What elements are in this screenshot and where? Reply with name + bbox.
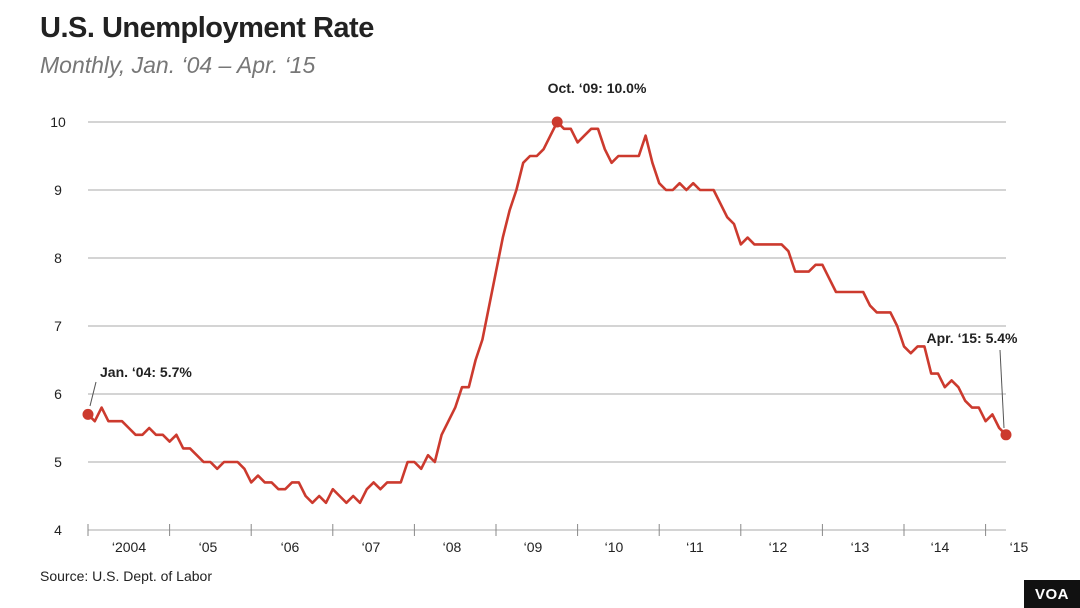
x-tick-label: ‘07 <box>362 539 381 555</box>
y-axis: 4 5 6 7 8 9 10 <box>50 114 66 538</box>
x-tick-label: ‘11 <box>686 539 704 555</box>
x-tick-label: ‘12 <box>769 539 788 555</box>
x-axis: ‘2004 ‘05 ‘06 ‘07 ‘08 ‘09 ‘10 ‘11 ‘12 ‘13 ‘14 ‘15 <box>87 524 1029 555</box>
annotation-leader <box>999 349 1005 429</box>
voa-logo: VOA <box>1024 580 1080 608</box>
series-line-group <box>86 120 1008 505</box>
annotation-label: Jan. ‘04: 5.7% <box>100 364 192 380</box>
x-tick-label: ‘09 <box>524 539 543 555</box>
y-tick-label: 7 <box>54 318 62 334</box>
y-tick-label: 8 <box>54 250 62 266</box>
x-tick-label: ‘08 <box>443 539 462 555</box>
x-tick-label: ‘13 <box>851 539 870 555</box>
source-note: Source: U.S. Dept. of Labor <box>40 568 212 584</box>
y-tick-label: 6 <box>54 386 62 402</box>
annotation-label: Apr. ‘15: 5.4% <box>926 330 1018 346</box>
annotation-marker <box>1000 429 1012 441</box>
y-tick-label: 9 <box>54 182 62 198</box>
x-tick-label: ‘05 <box>199 539 218 555</box>
annotation-label: Oct. ‘09: 10.0% <box>548 80 647 96</box>
x-tick-label: ‘14 <box>931 539 950 555</box>
annotation-marker <box>82 408 94 420</box>
x-tick-label: ‘10 <box>605 539 624 555</box>
chart-title: U.S. Unemployment Rate <box>40 12 374 44</box>
series-line <box>86 120 1008 505</box>
annotation-marker <box>551 116 563 128</box>
y-tick-label: 4 <box>54 522 62 538</box>
chart-subtitle: Monthly, Jan. ‘04 – Apr. ‘15 <box>40 52 316 78</box>
x-tick-label: ‘06 <box>281 539 300 555</box>
x-tick-label: ‘2004 <box>112 539 146 555</box>
annotation-leader <box>89 381 97 407</box>
gridlines <box>88 121 1006 463</box>
y-tick-label: 5 <box>54 454 62 470</box>
x-tick-label: ‘15 <box>1010 539 1029 555</box>
annotations: Jan. ‘04: 5.7% Oct. ‘09: 10.0% Apr. ‘15: 5… <box>82 80 1018 441</box>
y-tick-label: 10 <box>50 114 66 130</box>
